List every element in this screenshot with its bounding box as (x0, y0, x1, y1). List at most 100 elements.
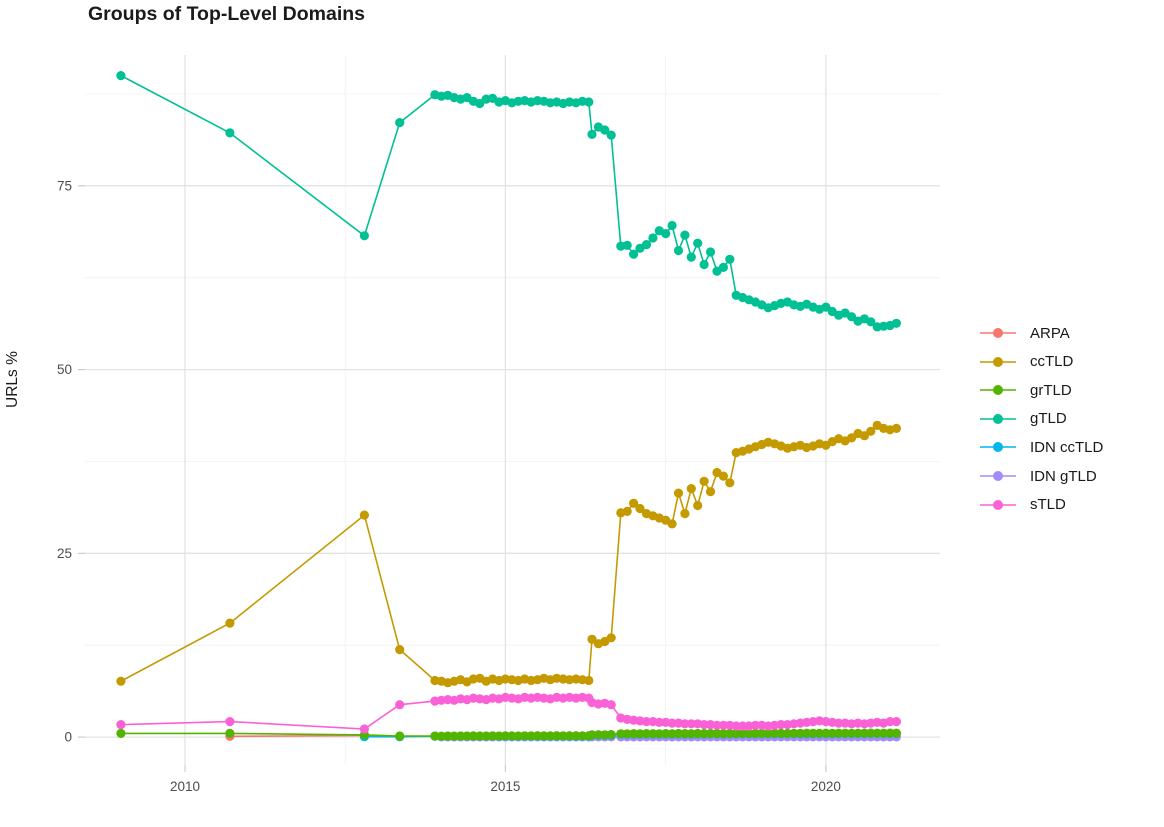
legend-key-dot (993, 413, 1003, 424)
legend-key-icon (980, 413, 1016, 424)
data-point-gtld (584, 97, 594, 107)
data-point-stld (750, 720, 761, 730)
data-point-grtld (731, 728, 741, 739)
data-point-stld (776, 720, 786, 730)
data-point-grtld (847, 728, 857, 738)
data-point-grtld (782, 728, 793, 739)
data-point-gtld (225, 128, 235, 138)
data-point-grtld (712, 728, 722, 739)
data-point-grtld (616, 729, 626, 739)
data-point-grtld (593, 730, 604, 740)
legend-item-cctld: ccTLD (978, 353, 1073, 371)
data-point-grtld (834, 728, 844, 738)
data-point-cctld (859, 431, 870, 441)
data-point-stld (667, 718, 677, 728)
data-point-gtld (116, 71, 126, 81)
data-point-grtld (558, 731, 568, 741)
chart-title: Groups of Top-Level Domains (88, 3, 365, 25)
data-point-grtld (475, 731, 485, 741)
legend-item-gtld: gTLD (978, 410, 1067, 428)
data-point-stld (834, 718, 844, 728)
data-point-cctld (116, 676, 126, 686)
data-point-grtld (488, 731, 498, 741)
series-arpa (225, 731, 369, 741)
data-point-grtld (699, 729, 709, 739)
data-point-gtld (475, 98, 485, 109)
data-point-grtld (520, 731, 530, 741)
data-point-grtld (686, 729, 696, 739)
data-point-cctld (866, 426, 876, 436)
legend-key-dot (993, 328, 1003, 338)
data-point-cctld (667, 519, 677, 529)
data-point-grtld (606, 730, 616, 740)
data-point-grtld (795, 728, 805, 739)
data-point-stld (680, 719, 690, 729)
legend-item-stld: sTLD (978, 496, 1066, 514)
data-point-grtld (673, 728, 684, 739)
data-point-grtld (629, 729, 639, 739)
data-point-grtld (859, 728, 870, 738)
series-grtld (116, 728, 902, 741)
legend-item-label: ARPA (1030, 324, 1070, 342)
x-tick-label: 2015 (490, 779, 520, 794)
data-point-gtld (395, 118, 405, 128)
legend-item-label: ccTLD (1030, 353, 1074, 371)
legend-key-icon (980, 356, 1016, 367)
data-point-grtld (705, 728, 716, 739)
data-point-gtld (847, 312, 857, 322)
gridlines (85, 55, 940, 765)
data-point-cctld (718, 471, 729, 481)
data-point-grtld (526, 731, 536, 741)
legend-item-arpa: ARPA (978, 324, 1070, 342)
data-point-stld (116, 720, 126, 730)
data-point-grtld (885, 728, 895, 738)
data-point-stld (359, 724, 369, 734)
data-point-gtld (718, 262, 729, 272)
data-point-grtld (443, 731, 453, 741)
data-point-stld (606, 700, 616, 710)
data-point-stld (654, 717, 664, 728)
y-tick-label: 75 (57, 178, 72, 193)
data-point-gtld (891, 318, 902, 328)
data-point-cctld (673, 488, 684, 498)
data-point-stld (641, 717, 652, 727)
legend-key-icon (980, 471, 1016, 481)
legend-key-dot (993, 442, 1003, 453)
data-point-cctld (587, 634, 597, 644)
data-point-cctld (693, 500, 703, 511)
legend-key-icon (980, 328, 1016, 338)
data-point-stld (225, 717, 235, 727)
data-point-grtld (718, 729, 729, 739)
data-point-gtld (667, 220, 677, 231)
data-point-stld (731, 721, 741, 731)
data-point-gtld (725, 254, 735, 264)
data-point-gtld (587, 129, 597, 139)
series-line-arpa (229, 734, 365, 738)
data-point-gtld (686, 252, 696, 262)
data-point-cctld (635, 503, 645, 514)
data-point-grtld (872, 728, 882, 738)
data-point-grtld (539, 731, 549, 741)
data-point-cctld (395, 645, 405, 655)
data-point-grtld (552, 731, 562, 741)
data-point-stld (718, 720, 729, 730)
data-point-stld (738, 721, 748, 731)
data-point-grtld (667, 729, 677, 739)
data-point-gtld (629, 249, 639, 259)
legend-item-label: IDN gTLD (1030, 467, 1097, 485)
data-point-grtld (622, 729, 632, 739)
data-point-grtld (879, 728, 889, 738)
data-point-cctld (725, 478, 735, 488)
data-point-gtld (705, 247, 716, 257)
legend-item-label: grTLD (1030, 381, 1072, 399)
data-point-grtld (577, 731, 588, 741)
data-point-gtld (866, 317, 876, 327)
y-tick-label: 0 (64, 730, 72, 745)
data-point-stld (699, 720, 709, 730)
data-point-grtld (789, 728, 799, 738)
data-point-cctld (225, 618, 235, 628)
data-point-gtld (648, 233, 658, 243)
data-point-grtld (494, 731, 504, 741)
data-point-cctld (622, 506, 632, 516)
data-point-cctld (629, 498, 639, 508)
